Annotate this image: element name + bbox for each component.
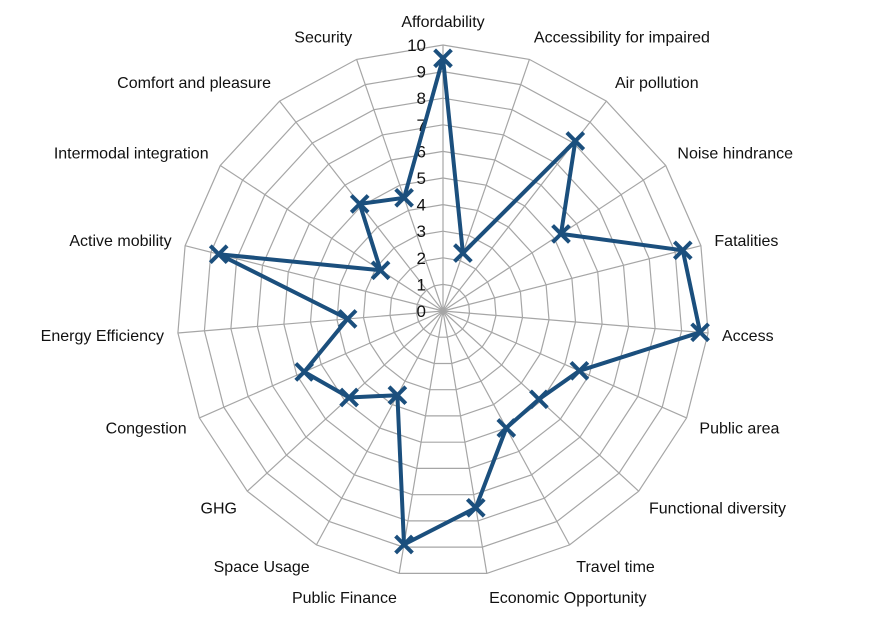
category-label: Travel time (576, 559, 655, 576)
marker-stroke (672, 240, 693, 261)
marker-stroke (529, 389, 549, 410)
data-point-marker (394, 534, 414, 555)
marker-stroke (551, 224, 571, 244)
data-point-marker (529, 389, 549, 410)
grid-ring-4 (336, 203, 550, 417)
grid-ring-5 (309, 177, 577, 443)
data-point-marker (370, 260, 391, 281)
data-point-marker (672, 240, 693, 261)
category-label: Security (294, 30, 352, 47)
marker-stroke (370, 260, 391, 281)
category-label: Noise hindrance (677, 145, 793, 162)
tick-label: 4 (417, 196, 426, 215)
grid-ring-10 (177, 44, 709, 575)
category-label: Accessibility for impaired (534, 30, 710, 47)
category-labels: Affordability Accessibility for impaired A… (41, 14, 793, 607)
data-point-marker (565, 131, 586, 151)
marker-stroke (569, 360, 590, 381)
tick-label: 6 (417, 142, 426, 161)
category-label: Functional diversity (649, 500, 786, 517)
marker-stroke (337, 309, 358, 329)
data-point-marker (208, 244, 229, 265)
data-point-marker (453, 243, 473, 263)
category-label: Public Finance (292, 590, 397, 607)
grid-spoke-6 (442, 310, 709, 334)
tick-label: 3 (417, 222, 426, 241)
grid-ring-1 (415, 283, 471, 338)
radar-grid (177, 44, 709, 575)
category-label: GHG (201, 500, 237, 517)
series-line (216, 56, 703, 547)
tick-label: 0 (417, 302, 426, 321)
marker-stroke (208, 244, 229, 265)
category-label: Congestion (106, 421, 187, 438)
grid-spoke-11 (398, 310, 444, 574)
marker-stroke (565, 131, 586, 151)
category-label: Fatalities (714, 233, 778, 250)
grid-spoke-14 (199, 310, 444, 419)
category-label: Affordability (401, 14, 484, 31)
data-point-marker (465, 497, 486, 518)
tick-label: 10 (407, 36, 426, 55)
category-label: Public area (699, 421, 779, 438)
data-point-marker (551, 224, 571, 244)
data-point-marker (387, 385, 408, 406)
marker-stroke (453, 243, 473, 263)
category-label: Space Usage (214, 559, 310, 576)
marker-stroke (339, 387, 359, 408)
data-point-marker (433, 48, 453, 69)
tick-label: 5 (417, 169, 426, 188)
marker-stroke (294, 362, 315, 382)
category-label: Intermodal integration (54, 145, 209, 162)
tick-label: 7 (417, 116, 426, 135)
grid-ring-9 (203, 70, 683, 548)
grid-spoke-7 (442, 310, 687, 419)
grid-ring-8 (230, 97, 656, 522)
data-point-marker (337, 309, 358, 329)
data-point-marker (394, 187, 414, 208)
tick-label: 8 (417, 89, 426, 108)
marker-stroke (394, 534, 414, 555)
tick-label: 1 (417, 275, 426, 294)
grid-spoke-12 (315, 310, 444, 546)
grid-spoke-15 (177, 310, 444, 334)
category-label: Economic Opportunity (489, 590, 646, 607)
grid-spoke-5 (442, 245, 702, 312)
data-point-marker (294, 362, 315, 382)
grid-ring-2 (389, 257, 497, 365)
data-point-marker (569, 360, 590, 381)
marker-stroke (433, 48, 453, 69)
data-point-marker (349, 194, 370, 214)
data-point-marker (690, 322, 710, 343)
marker-stroke (387, 385, 408, 406)
grid-ring-7 (256, 124, 630, 496)
grid-spoke-19 (356, 59, 444, 312)
data-point-marker (496, 418, 517, 438)
category-label: Energy Efficiency (41, 328, 164, 345)
category-label: Active mobility (69, 233, 171, 250)
data-point-marker (339, 387, 359, 408)
grid-spoke-17 (219, 164, 444, 312)
marker-stroke (465, 497, 486, 518)
grid-ring-6 (283, 150, 603, 469)
tick-label: 2 (417, 249, 426, 268)
category-label: Access (722, 328, 774, 345)
radial-axis-ticks: 0 1 2 3 4 5 6 7 8 9 10 (407, 36, 426, 321)
category-label: Comfort and pleasure (117, 75, 271, 92)
marker-stroke (394, 187, 414, 208)
tick-label: 9 (417, 63, 426, 82)
marker-stroke (349, 194, 370, 214)
grid-spoke-2 (442, 59, 530, 312)
marker-stroke (496, 418, 517, 438)
marker-stroke (690, 322, 710, 343)
category-label: Air pollution (615, 75, 699, 92)
grid-spoke-10 (442, 310, 488, 574)
data-series (208, 48, 710, 555)
